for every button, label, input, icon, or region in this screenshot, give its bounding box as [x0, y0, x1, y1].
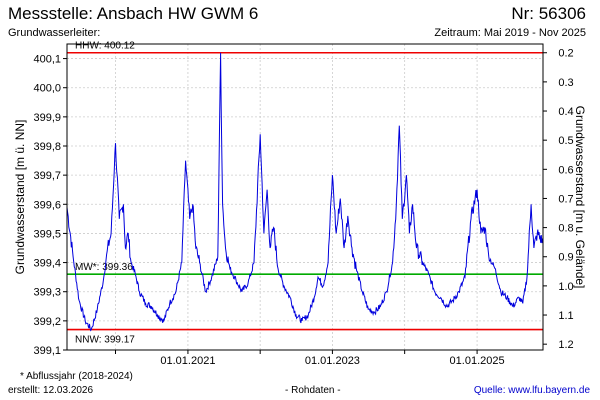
created-date: erstellt: 12.03.2026	[8, 385, 94, 396]
plot-frame	[66, 43, 544, 351]
y-tick-label: 399,7	[33, 170, 61, 182]
source-link[interactable]: Quelle: www.lfu.bayern.de	[473, 385, 590, 396]
x-tick-label: 01.01.2023	[305, 355, 360, 367]
footnote: * Abflussjahr (2018-2024)	[20, 371, 133, 382]
y2-tick-label: 0.4	[558, 106, 573, 118]
grid	[67, 44, 543, 351]
y2-tick-label: 0.5	[558, 135, 573, 147]
y2-tick-label: 1.2	[558, 339, 573, 351]
aquifer-label: Grundwasserleiter:	[8, 27, 101, 39]
y-tick-label: 399,5	[33, 228, 61, 240]
y2-tick-label: 0.3	[558, 77, 573, 89]
axes: 400,1 400,0 399,9 399,8 399,7 399,6 399,5 399,4…	[33, 48, 573, 367]
y2-tick-label: 1.0	[558, 281, 573, 293]
y2-tick-label: 0.9	[558, 252, 573, 264]
y2-tick-label: 1.1	[558, 310, 573, 322]
page-title: Messstelle: Ansbach HW GWM 6	[8, 4, 259, 23]
y2-tick-label: 0.7	[558, 193, 573, 205]
station-number: Nr: 56306	[511, 4, 586, 23]
ref-label-mw: MW*: 399.36	[75, 262, 133, 273]
y-tick-label: 399,8	[33, 141, 61, 153]
y-tick-label: 400,0	[33, 83, 61, 95]
y2-tick-label: 0.8	[558, 223, 573, 235]
y-axis-label: Grundwasserstand [m ü. NN]	[13, 120, 27, 275]
period-label: Zeitraum: Mai 2019 - Nov 2025	[434, 27, 586, 39]
y-tick-label: 399,3	[33, 287, 61, 299]
series-layer	[66, 52, 544, 332]
y2-tick-label: 0.6	[558, 164, 573, 176]
x-tick-label: 01.01.2021	[160, 355, 215, 367]
y-tick-label: 399,1	[33, 345, 61, 357]
x-tick-label: 01.01.2025	[450, 355, 505, 367]
y2-axis-label: Grundwasserstand [m u. Gelände]	[573, 106, 587, 289]
series-line	[66, 52, 544, 332]
y-tick-label: 399,2	[33, 316, 61, 328]
ref-label-hhw: HHW: 400.12	[75, 41, 135, 52]
raw-data-label: - Rohdaten -	[285, 385, 341, 396]
ref-label-nnw: NNW: 399.17	[75, 335, 135, 346]
reference-lines: HHW: 400.12 MW*: 399.36 NNW: 399.17	[67, 41, 543, 346]
y-tick-label: 400,1	[33, 54, 61, 66]
y-tick-label: 399,6	[33, 199, 61, 211]
y-tick-label: 399,4	[33, 258, 61, 270]
y2-tick-label: 0.2	[558, 48, 573, 60]
y-tick-label: 399,9	[33, 112, 61, 124]
